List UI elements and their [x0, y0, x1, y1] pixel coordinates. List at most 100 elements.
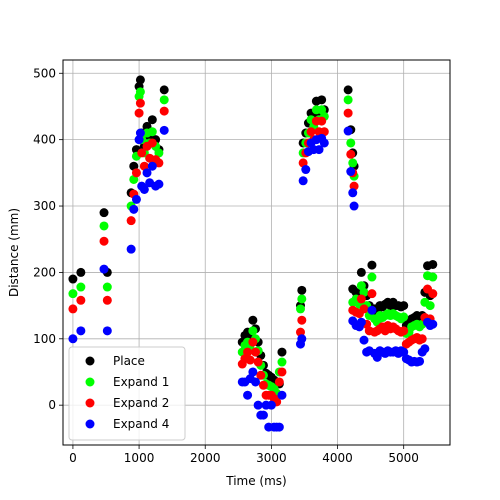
- data-point: [349, 201, 359, 211]
- y-tick-label: 500: [33, 66, 56, 80]
- plot-frame: [62, 59, 451, 446]
- data-point: [343, 95, 353, 105]
- y-axis-label: Distance (mm): [7, 208, 21, 297]
- data-point: [147, 161, 157, 171]
- legend-box: [68, 346, 186, 441]
- data-point: [359, 304, 369, 314]
- data-point: [135, 87, 145, 97]
- data-point: [428, 319, 438, 329]
- data-point: [399, 326, 409, 336]
- data-point: [367, 260, 377, 270]
- data-point: [131, 168, 141, 178]
- data-point: [135, 75, 145, 85]
- legend-label: Expand 4: [113, 417, 169, 431]
- data-point: [245, 355, 255, 365]
- legend-marker: [85, 356, 95, 366]
- data-point: [135, 128, 145, 138]
- data-point: [76, 326, 86, 336]
- data-point: [253, 400, 263, 410]
- x-tick-label: 5000: [388, 451, 419, 465]
- data-point: [297, 315, 307, 325]
- series-expand-4: [68, 125, 438, 432]
- data-point: [248, 337, 258, 347]
- data-point: [68, 334, 78, 344]
- data-point: [425, 301, 435, 311]
- data-point: [274, 422, 284, 432]
- data-point: [295, 304, 305, 314]
- data-point: [159, 106, 169, 116]
- data-point: [346, 167, 356, 177]
- data-point: [367, 272, 377, 282]
- data-point: [348, 158, 358, 168]
- data-point: [367, 289, 377, 299]
- data-point: [154, 148, 164, 158]
- data-point: [428, 259, 438, 269]
- data-point: [159, 95, 169, 105]
- data-point: [420, 344, 430, 354]
- data-point: [297, 334, 307, 344]
- y-tick-label: 0: [48, 398, 56, 412]
- data-point: [102, 282, 112, 292]
- series-expand-1: [68, 87, 438, 398]
- data-point: [399, 301, 409, 311]
- data-point: [99, 221, 109, 231]
- data-point: [356, 294, 366, 304]
- x-tick-label: 2000: [190, 451, 221, 465]
- y-tick-label: 400: [33, 133, 56, 147]
- data-point: [76, 295, 86, 305]
- data-point: [314, 145, 324, 155]
- x-axis-ticks: 0 1000 2000 3000 4000 5000: [69, 445, 419, 465]
- data-point: [134, 108, 144, 118]
- data-points: [68, 75, 438, 432]
- x-tick-label: 4000: [322, 451, 353, 465]
- data-point: [356, 267, 366, 277]
- data-point: [277, 347, 287, 357]
- data-point: [266, 400, 276, 410]
- data-point: [356, 317, 366, 327]
- data-point: [428, 272, 438, 282]
- data-point: [343, 126, 353, 136]
- data-point: [277, 357, 287, 367]
- data-point: [102, 326, 112, 336]
- legend-label: Expand 1: [113, 375, 169, 389]
- data-point: [139, 184, 149, 194]
- data-point: [317, 95, 327, 105]
- y-axis-ticks: 0 100 200 300 400 500: [33, 66, 63, 412]
- data-point: [359, 335, 369, 345]
- data-point: [102, 295, 112, 305]
- x-tick-label: 1000: [124, 451, 155, 465]
- data-point: [135, 98, 145, 108]
- data-point: [319, 138, 329, 148]
- x-axis-label: Time (ms): [225, 474, 287, 488]
- data-point: [129, 204, 139, 214]
- data-point: [348, 188, 358, 198]
- y-tick-label: 200: [33, 265, 56, 279]
- data-point: [154, 179, 164, 189]
- data-point: [147, 115, 157, 125]
- legend: Place Expand 1 Expand 2 Expand 4: [68, 346, 186, 441]
- data-point: [253, 357, 263, 367]
- data-point: [68, 304, 78, 314]
- data-point: [248, 315, 258, 325]
- data-point: [417, 334, 427, 344]
- data-point: [258, 410, 268, 420]
- legend-marker: [85, 419, 95, 429]
- data-point: [343, 85, 353, 95]
- data-point: [251, 347, 261, 357]
- data-point: [248, 326, 258, 336]
- legend-marker: [85, 377, 95, 387]
- data-point: [147, 127, 157, 137]
- data-point: [131, 194, 141, 204]
- data-point: [277, 390, 287, 400]
- data-point: [126, 216, 136, 226]
- data-point: [428, 289, 438, 299]
- grid-lines: [63, 60, 450, 445]
- data-point: [301, 165, 311, 175]
- data-point: [297, 294, 307, 304]
- data-point: [343, 108, 353, 118]
- data-point: [346, 138, 356, 148]
- data-point: [306, 127, 316, 137]
- data-point: [251, 377, 261, 387]
- data-point: [243, 347, 253, 357]
